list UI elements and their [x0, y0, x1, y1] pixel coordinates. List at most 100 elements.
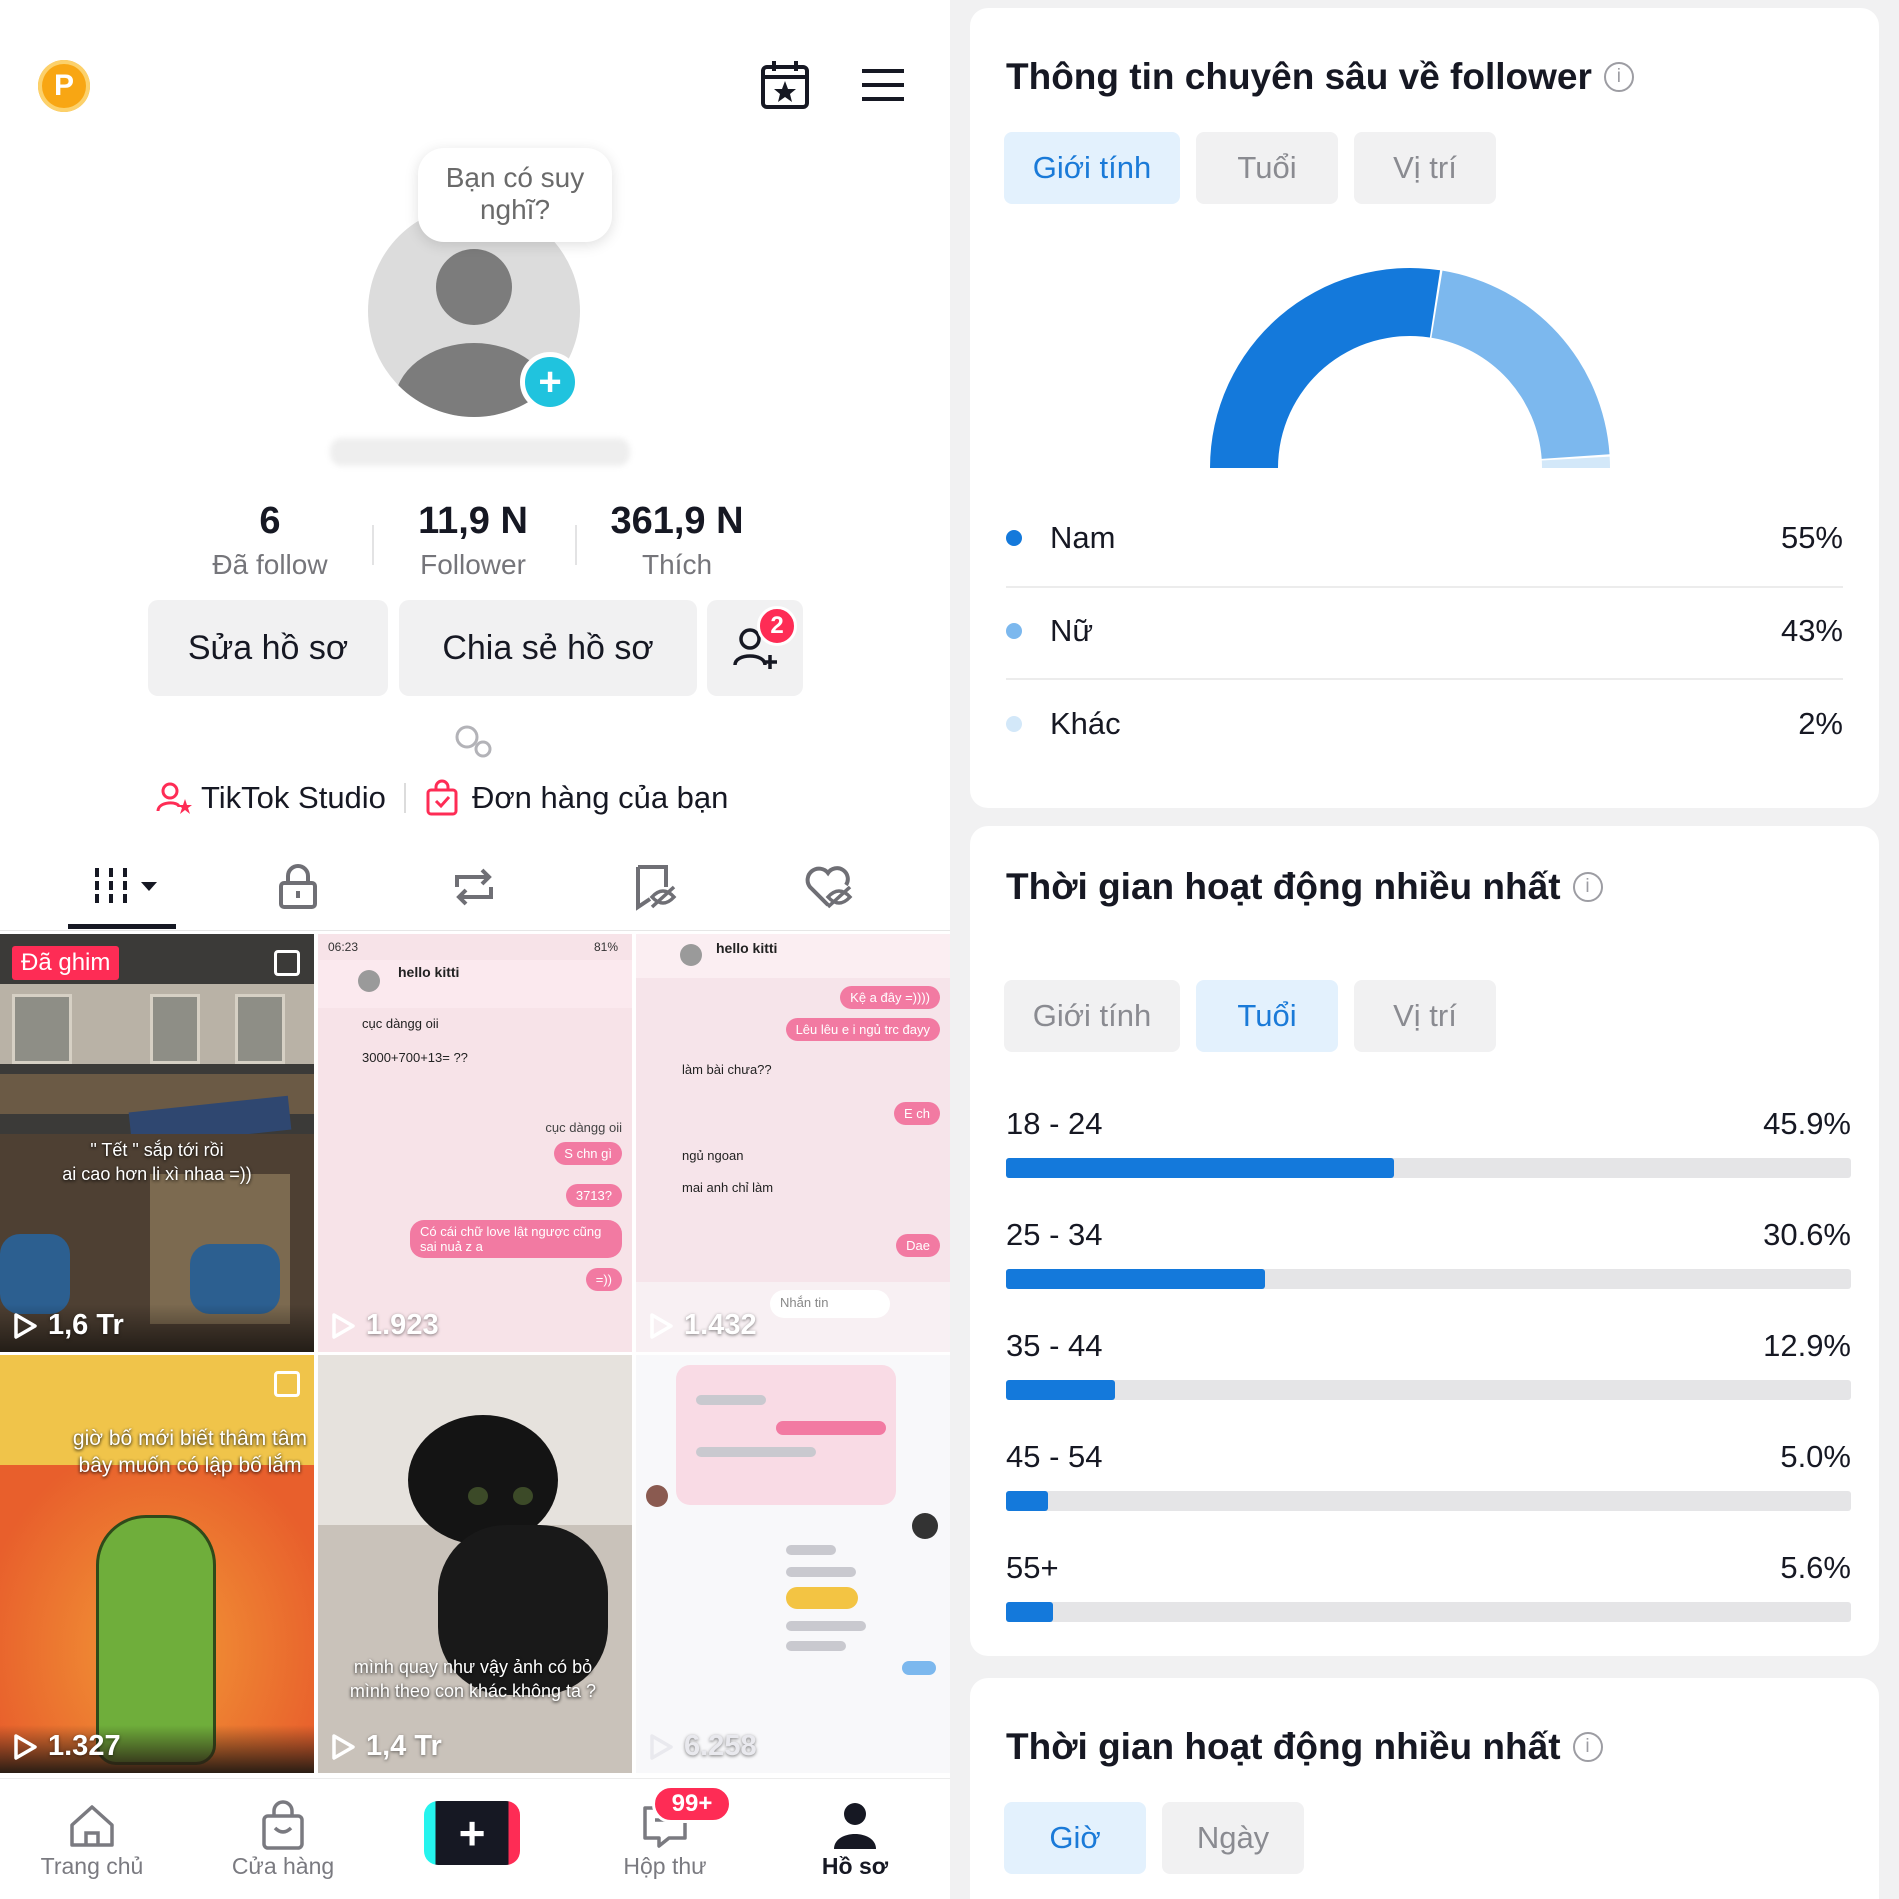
age-category-label: 45 - 54 [1006, 1439, 1103, 1474]
age-value-label: 5.0% [1780, 1439, 1851, 1474]
age-bar-row: 55+ 5.6% [1006, 1550, 1851, 1622]
video-caption: " Tết " sắp tới rồi ai cao hơn li xì nha… [62, 1140, 252, 1184]
age-value-label: 5.6% [1780, 1550, 1851, 1585]
shopping-bag-icon [426, 779, 458, 816]
nav-home[interactable]: Trang chủ [12, 1799, 172, 1880]
tab-hour[interactable]: Giờ [1004, 1802, 1146, 1874]
add-friend-icon [733, 628, 777, 669]
tab-videos[interactable] [88, 858, 168, 916]
menu-icon[interactable] [856, 58, 910, 112]
nav-profile[interactable]: Hồ sơ [775, 1799, 935, 1880]
heart-hidden-icon [805, 866, 853, 909]
tab-age[interactable]: Tuổi [1196, 980, 1338, 1052]
stat-following[interactable]: 6 Đã follow [212, 500, 328, 580]
tab-saved[interactable] [630, 858, 678, 916]
tab-gender[interactable]: Giới tính [1004, 132, 1180, 204]
video-tile[interactable]: Đã ghim " Tết " sắp tới rồi ai cao hơn l… [0, 934, 314, 1352]
view-count: 6.258 [648, 1730, 757, 1763]
tab-private[interactable] [275, 858, 321, 916]
legend-dot [1006, 530, 1022, 546]
coin-icon[interactable]: P [38, 60, 90, 112]
bar-track [1006, 1491, 1851, 1511]
tab-divider [0, 930, 950, 931]
view-count: 1.432 [648, 1309, 757, 1342]
bar-track [1006, 1380, 1851, 1400]
follower-insights-card: Thông tin chuyên sâu về follower i Giới t… [970, 8, 1879, 808]
play-icon [14, 1312, 37, 1339]
age-category-label: 35 - 44 [1006, 1328, 1103, 1363]
age-bar [1006, 1602, 1054, 1622]
video-tile[interactable]: 6.258 [636, 1355, 950, 1773]
age-bar [1006, 1491, 1049, 1511]
age-category-label: 25 - 34 [1006, 1217, 1103, 1252]
lock-icon [279, 864, 317, 909]
age-category-label: 55+ [1006, 1550, 1059, 1585]
tab-day[interactable]: Ngày [1162, 1802, 1304, 1874]
legend-row-other: Khác 2% [1006, 684, 1843, 764]
donut-slice-3 [1541, 456, 1610, 468]
age-bar [1006, 1158, 1394, 1178]
tab-reposts[interactable] [448, 858, 500, 916]
grid-filter-icon [95, 868, 157, 906]
tab-location[interactable]: Vị trí [1354, 132, 1496, 204]
edit-profile-button[interactable]: Sửa hồ sơ [148, 600, 388, 696]
legend-row-female: Nữ 43% [1006, 591, 1843, 671]
repost-icon [455, 868, 493, 906]
play-icon [650, 1312, 673, 1339]
tab-location[interactable]: Vị trí [1354, 980, 1496, 1052]
active-tab-indicator [68, 924, 176, 929]
add-avatar-button[interactable]: + [520, 352, 580, 412]
play-icon [332, 1733, 355, 1760]
thought-bubble[interactable]: Bạn có suy nghĩ? [418, 148, 612, 242]
info-icon[interactable]: i [1572, 1732, 1603, 1762]
divider [1006, 678, 1843, 680]
stat-divider [575, 525, 577, 565]
age-value-label: 30.6% [1763, 1217, 1851, 1252]
play-icon [14, 1733, 37, 1760]
donut-slice-2 [1431, 270, 1610, 459]
video-tile[interactable]: hello kitti Kệ a đây =)))) Lêu lêu e i n… [636, 934, 950, 1352]
info-icon[interactable]: i [1603, 62, 1634, 92]
orders-link[interactable]: Đơn hàng của bạn [424, 779, 728, 817]
tiktok-studio-link[interactable]: TikTok Studio [155, 779, 386, 817]
video-tile[interactable]: mình quay như vậy ảnh có bỏ mình theo co… [318, 1355, 632, 1773]
username-blurred [330, 438, 630, 466]
profile-icon [834, 1803, 876, 1849]
pinned-badge: Đã ghim [12, 946, 120, 980]
calendar-star-icon[interactable] [758, 58, 812, 112]
tab-liked[interactable] [802, 858, 854, 916]
tab-gender[interactable]: Giới tính [1004, 980, 1180, 1052]
nav-shop[interactable]: Cửa hàng [203, 1799, 363, 1880]
home-icon [70, 1805, 114, 1847]
divider [1006, 586, 1843, 588]
tab-age[interactable]: Tuổi [1196, 132, 1338, 204]
stat-followers[interactable]: 11,9 N Follower [418, 500, 528, 580]
profile-screen: P Bạn có suy nghĩ? + 6 Đã follow 11,9 N … [0, 58, 950, 1880]
video-tile[interactable]: 06:23 81% hello kitti cục dàngg oii 3000… [318, 934, 632, 1352]
stat-divider [372, 525, 374, 565]
play-icon [650, 1733, 673, 1760]
age-bar-row: 18 - 24 45.9% [1006, 1106, 1851, 1178]
gender-half-donut-chart [1210, 268, 1610, 468]
legend-dot [1006, 716, 1022, 732]
share-profile-button[interactable]: Chia sẻ hồ sơ [399, 600, 697, 696]
bar-track [1006, 1158, 1851, 1178]
bookmark-hidden-icon [636, 865, 677, 911]
age-category-label: 18 - 24 [1006, 1106, 1103, 1141]
create-button[interactable]: + [424, 1801, 520, 1865]
multi-photo-icon [274, 950, 300, 976]
bio-bubbles-icon[interactable] [452, 722, 494, 765]
view-count: 1.923 [330, 1309, 439, 1342]
card-title: Thời gian hoạt động nhiều nhất i [1006, 866, 1603, 908]
legend-dot [1006, 623, 1022, 639]
age-value-label: 45.9% [1763, 1106, 1851, 1141]
stat-likes[interactable]: 361,9 N Thích [610, 500, 744, 580]
info-icon[interactable]: i [1572, 872, 1603, 902]
activity-time-card: Thời gian hoạt động nhiều nhất i Giờ Ngày [970, 1678, 1879, 1899]
view-count: 1.327 [12, 1730, 121, 1763]
video-caption: giờ bố mới biết thâm tâm bây muốn có lập… [72, 1427, 308, 1477]
multi-photo-icon [274, 1371, 300, 1397]
age-bar-row: 45 - 54 5.0% [1006, 1439, 1851, 1511]
video-tile[interactable]: giờ bố mới biết thâm tâm bây muốn có lập… [0, 1355, 314, 1773]
age-value-label: 12.9% [1763, 1328, 1851, 1363]
